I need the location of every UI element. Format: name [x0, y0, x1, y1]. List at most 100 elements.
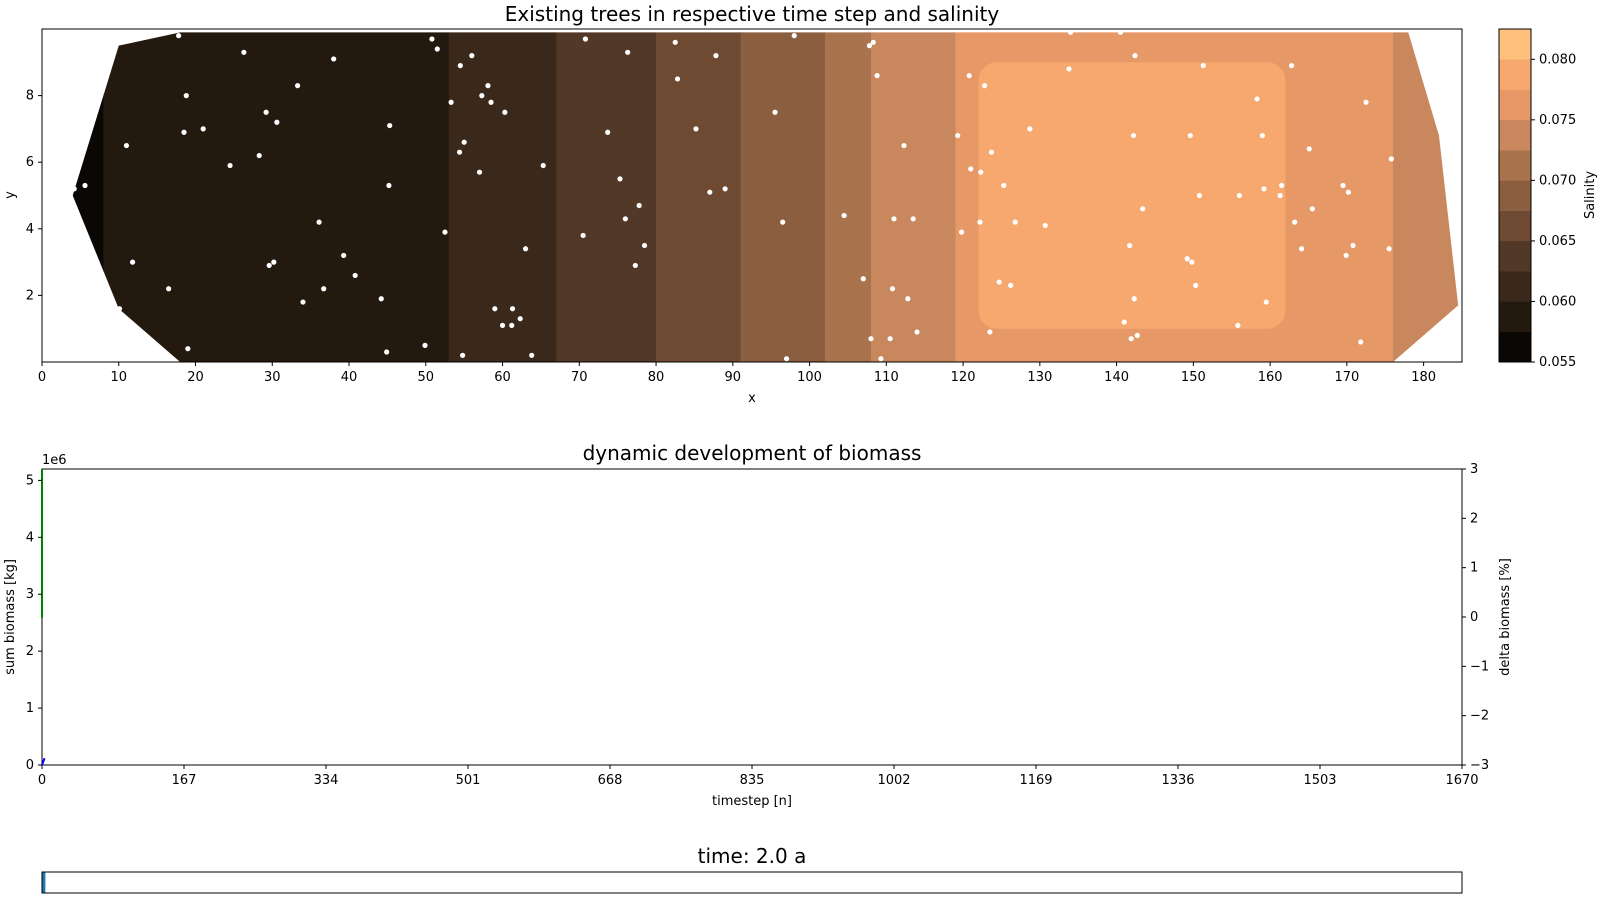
- tree-point-42: [488, 99, 494, 105]
- tree-point-37: [461, 139, 467, 145]
- colorbar-ticks: 0.055 0.060 0.065 0.070 0.075 0.080: [1531, 52, 1576, 370]
- tree-point-134: [1358, 339, 1364, 345]
- salinity-band-2: [448, 32, 557, 362]
- tree-point-80: [891, 216, 897, 222]
- salinity-contours: [72, 32, 1459, 362]
- colorbar-tick-label: 0.075: [1539, 113, 1576, 128]
- tree-point-22: [331, 56, 337, 62]
- biomass-x-tick-label: 1169: [1019, 773, 1052, 788]
- tree-point-1: [82, 182, 88, 189]
- tree-point-84: [914, 329, 920, 335]
- salinity-band-4: [656, 32, 741, 362]
- tree-point-16: [271, 259, 277, 265]
- tree-point-123: [1277, 192, 1283, 199]
- biomass-right-tick-label: 2: [1470, 511, 1478, 526]
- tree-point-57: [625, 49, 631, 55]
- tree-point-47: [509, 306, 516, 312]
- tree-point-67: [772, 109, 778, 115]
- tree-point-98: [1027, 126, 1033, 132]
- biomass-x-tick-label: 1503: [1303, 773, 1336, 788]
- biomass-x-tick-label: 1002: [877, 773, 910, 788]
- colorbar-segment-3: [1499, 240, 1531, 272]
- tree-point-104: [1127, 242, 1133, 249]
- tree-point-99: [1042, 222, 1048, 229]
- map-x-tick-label: 50: [418, 370, 435, 385]
- tree-point-88: [968, 166, 974, 172]
- biomass-right-tick-label: −3: [1470, 758, 1489, 773]
- tree-point-83: [910, 216, 916, 222]
- tree-point-93: [988, 149, 995, 155]
- tree-point-119: [1254, 96, 1260, 102]
- tree-point-54: [605, 129, 611, 135]
- biomass-right-tick-label: 0: [1470, 610, 1478, 625]
- biomass-lines: [41, 469, 46, 766]
- salinity-core-region: [978, 62, 1286, 329]
- map-y-tick-label: 4: [26, 222, 34, 237]
- tree-point-49: [522, 246, 529, 252]
- tree-point-96: [1008, 282, 1014, 289]
- colorbar-segment-2: [1499, 271, 1531, 302]
- tree-point-113: [1189, 259, 1195, 265]
- map-x-tick-label: 130: [1027, 370, 1052, 385]
- salinity-colorbar: [1499, 29, 1531, 363]
- tree-point-45: [502, 109, 508, 115]
- tree-point-125: [1289, 63, 1295, 69]
- tree-point-128: [1306, 146, 1312, 152]
- tree-point-131: [1343, 252, 1349, 259]
- tree-point-44: [499, 322, 506, 328]
- tree-point-23: [341, 252, 347, 259]
- time-title: time: 2.0 a: [698, 844, 807, 868]
- colorbar-segment-1: [1499, 301, 1531, 333]
- biomass-left-ticks: 0 1 2 3 4 5: [26, 473, 42, 773]
- tree-point-53: [582, 36, 589, 42]
- tree-point-60: [641, 242, 648, 249]
- biomass-left-tick-label: 2: [26, 644, 34, 659]
- tree-point-61: [672, 39, 678, 45]
- tree-point-24: [352, 272, 358, 279]
- tree-point-76: [874, 73, 880, 79]
- salinity-band-0: [72, 32, 104, 362]
- biomass-left-tick-label: 5: [26, 473, 34, 488]
- map-x-tick-label: 150: [1181, 370, 1206, 385]
- biomass-x-tick-label: 668: [598, 773, 623, 788]
- tree-point-71: [841, 212, 847, 219]
- tree-point-46: [509, 322, 515, 328]
- tree-point-20: [316, 219, 322, 225]
- tree-point-51: [540, 162, 546, 169]
- tree-point-14: [263, 109, 269, 115]
- tree-point-130: [1340, 182, 1346, 189]
- biomass-x-tick-label: 0: [38, 773, 46, 788]
- colorbar-segment-6: [1499, 150, 1531, 181]
- map-x-tick-label: 60: [494, 370, 511, 385]
- tree-point-81: [901, 142, 907, 149]
- biomass-title: dynamic development of biomass: [583, 441, 922, 465]
- tree-point-59: [636, 202, 642, 209]
- tree-point-82: [905, 296, 911, 302]
- time-progress-frame: [41, 871, 1463, 894]
- tree-point-15: [266, 262, 272, 269]
- tree-point-92: [987, 329, 993, 335]
- tree-point-121: [1261, 186, 1267, 192]
- tree-point-29: [422, 342, 428, 348]
- biomass-x-label: timestep [n]: [712, 794, 792, 809]
- colorbar-segment-0: [1499, 331, 1531, 363]
- tree-point-56: [622, 216, 628, 222]
- y-multiplier-label: 1e6: [42, 453, 67, 468]
- map-x-tick-label: 10: [110, 370, 127, 385]
- tree-point-136: [1386, 246, 1392, 252]
- tree-point-91: [981, 83, 988, 89]
- tree-point-58: [632, 262, 638, 269]
- tree-point-43: [492, 306, 498, 312]
- tree-point-4: [129, 259, 136, 265]
- tree-point-25: [378, 296, 384, 302]
- tree-point-12: [241, 49, 247, 55]
- biomass-right-label: delta biomass [%]: [1498, 558, 1513, 676]
- tree-point-124: [1279, 182, 1285, 189]
- salinity-band-5: [740, 32, 826, 362]
- tree-point-30: [429, 36, 435, 42]
- tree-point-27: [386, 182, 392, 189]
- tree-point-62: [674, 76, 681, 82]
- salinity-band-7: [870, 32, 956, 362]
- map-x-tick-label: 0: [38, 370, 46, 385]
- tree-point-100: [1066, 66, 1072, 72]
